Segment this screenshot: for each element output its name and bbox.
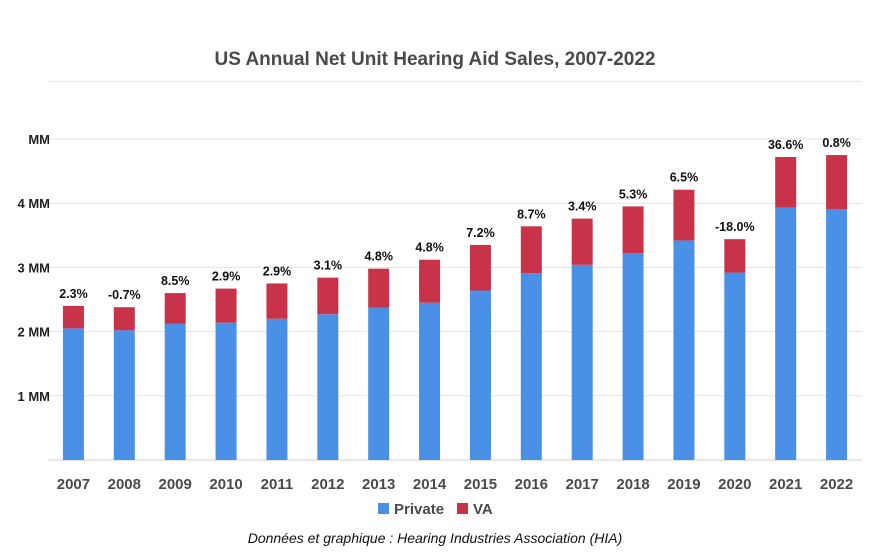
bar-private-2007 (62, 328, 84, 460)
bars (62, 155, 848, 460)
x-tick-label-2011: 2011 (261, 476, 294, 493)
data-label-2013: 4.8% (364, 250, 393, 264)
data-label-2007: 2.3% (59, 287, 88, 301)
y-tick-label: MM (28, 132, 50, 147)
bar-va-2018 (622, 206, 644, 254)
bar-va-2022 (826, 155, 848, 209)
data-label-2021: 36.6% (768, 138, 803, 152)
y-tick-label: 1 MM (18, 389, 51, 404)
x-tick-label-2016: 2016 (515, 476, 548, 493)
data-label-2018: 5.3% (619, 187, 648, 201)
legend-label-private: Private (394, 501, 444, 518)
x-tick-label-2010: 2010 (209, 476, 242, 493)
data-label-2010: 2.9% (212, 270, 241, 284)
bar-private-2018 (622, 253, 644, 460)
y-tick-label: 2 MM (18, 325, 51, 340)
legend-label-va: VA (473, 501, 493, 518)
bar-private-2013 (368, 307, 390, 460)
x-tick-label-2017: 2017 (566, 476, 599, 493)
bar-private-2015 (469, 290, 491, 460)
x-tick-label-2022: 2022 (820, 476, 853, 493)
bar-va-2008 (113, 307, 135, 331)
chart-title: US Annual Net Unit Hearing Aid Sales, 20… (214, 49, 655, 70)
data-label-2016: 8.7% (517, 207, 546, 221)
data-label-2022: 0.8% (822, 136, 851, 150)
legend: Private VA (378, 501, 493, 518)
bar-private-2020 (724, 272, 746, 460)
data-label-2019: 6.5% (670, 171, 699, 185)
bar-va-2020 (724, 239, 746, 273)
bar-private-2011 (266, 318, 288, 460)
bar-private-2022 (826, 208, 848, 460)
data-label-2011: 2.9% (263, 264, 292, 278)
data-label-2015: 7.2% (466, 226, 495, 240)
data-label-2017: 3.4% (568, 200, 597, 214)
x-tick-label-2014: 2014 (413, 476, 447, 493)
bar-va-2017 (571, 218, 593, 265)
bar-private-2016 (520, 273, 542, 460)
x-tick-label-2020: 2020 (718, 476, 751, 493)
x-tick-label-2009: 2009 (159, 476, 192, 493)
x-tick-label-2012: 2012 (311, 476, 344, 493)
bar-private-2012 (317, 314, 339, 460)
bar-va-2012 (317, 277, 339, 315)
bar-va-2007 (62, 305, 84, 329)
source-note: Données et graphique : Hearing Industrie… (247, 530, 623, 546)
x-tick-label-2007: 2007 (57, 476, 90, 493)
bar-va-2019 (673, 189, 695, 241)
bar-va-2013 (368, 268, 390, 308)
bar-private-2021 (775, 207, 797, 460)
bar-va-2016 (520, 226, 542, 274)
bar-private-2017 (571, 264, 593, 460)
data-labels: 2.3% -0.7% 8.5% 2.9% 2.9% 3.1% 4.8% 4.8% 7.2% 8.7… (59, 136, 851, 302)
data-label-2012: 3.1% (314, 259, 343, 273)
x-tick-label-2015: 2015 (464, 476, 497, 493)
x-tick-label-2008: 2008 (108, 476, 141, 493)
bar-va-2014 (419, 259, 441, 303)
legend-swatch-private (378, 503, 389, 514)
bar-va-2010 (215, 288, 237, 323)
x-tick-label-2013: 2013 (362, 476, 395, 493)
bar-private-2019 (673, 240, 695, 460)
bar-va-2021 (775, 156, 797, 208)
data-label-2008: -0.7% (108, 288, 141, 302)
y-tick-label: 4 MM (18, 196, 51, 211)
data-label-2020: -18.0% (715, 220, 755, 234)
data-label-2014: 4.8% (415, 241, 444, 255)
y-tick-label: 3 MM (18, 260, 51, 275)
x-axis-ticks: 2007 2008 2009 2010 2011 2012 2013 2014 2015 2016… (57, 476, 854, 493)
bar-va-2009 (164, 293, 186, 324)
bar-private-2010 (215, 322, 237, 460)
bar-private-2009 (164, 323, 186, 460)
bar-private-2014 (419, 302, 441, 460)
bar-va-2015 (469, 244, 491, 291)
legend-swatch-va (457, 503, 468, 514)
x-tick-label-2019: 2019 (667, 476, 700, 493)
bar-private-2008 (113, 330, 135, 460)
x-tick-label-2018: 2018 (616, 476, 649, 493)
y-axis-ticks: 1 MM 2 MM 3 MM 4 MM MM (18, 132, 51, 404)
x-tick-label-2021: 2021 (769, 476, 802, 493)
data-label-2009: 8.5% (161, 274, 190, 288)
bar-va-2011 (266, 283, 288, 319)
